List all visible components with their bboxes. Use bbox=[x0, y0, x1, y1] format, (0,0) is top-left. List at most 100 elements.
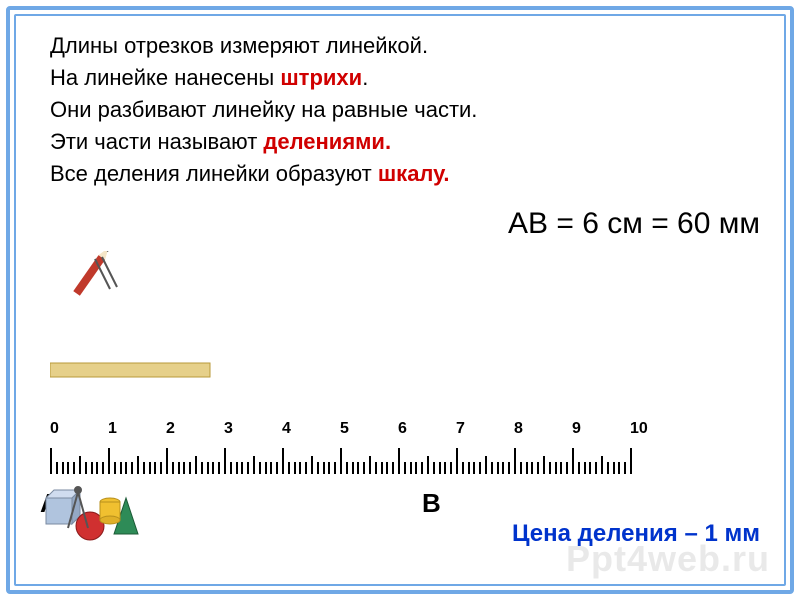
equation-text: АВ = 6 см = 60 мм bbox=[50, 207, 760, 241]
tick-minor bbox=[288, 462, 290, 474]
ruler-numbers: 012345678910 bbox=[50, 420, 750, 438]
tick-minor bbox=[375, 462, 377, 474]
tick-minor bbox=[363, 462, 365, 474]
tick-minor bbox=[62, 462, 64, 474]
ruler-number: 0 bbox=[50, 420, 108, 438]
tick-minor bbox=[125, 462, 127, 474]
tick-minor bbox=[218, 462, 220, 474]
tick-minor bbox=[334, 462, 336, 474]
tick-minor bbox=[386, 462, 388, 474]
ruler-number: 9 bbox=[572, 420, 630, 438]
tick-minor bbox=[160, 462, 162, 474]
tick-minor bbox=[317, 462, 319, 474]
text-line1: Длины отрезков измеряют линейкой. bbox=[50, 33, 428, 58]
tick-minor bbox=[491, 462, 493, 474]
text-line3: Они разбивают линейку на равные части. bbox=[50, 97, 477, 122]
ruler-number: 10 bbox=[630, 420, 688, 438]
tick-minor bbox=[172, 462, 174, 474]
tick-minor bbox=[102, 462, 104, 474]
tick-minor bbox=[560, 462, 562, 474]
tick-minor bbox=[589, 462, 591, 474]
ruler-number: 8 bbox=[514, 420, 572, 438]
tick-minor bbox=[114, 462, 116, 474]
tick-minor bbox=[508, 462, 510, 474]
tick-minor bbox=[323, 462, 325, 474]
tick-mid bbox=[427, 456, 429, 474]
tick-minor bbox=[241, 462, 243, 474]
text-highlight-strokes: штрихи bbox=[280, 65, 362, 90]
tick-minor bbox=[584, 462, 586, 474]
tick-minor bbox=[439, 462, 441, 474]
decorative-shapes bbox=[40, 478, 150, 548]
tick-minor bbox=[613, 462, 615, 474]
tick-mid bbox=[79, 456, 81, 474]
tick-mid bbox=[195, 456, 197, 474]
tick-minor bbox=[352, 462, 354, 474]
tick-mid bbox=[601, 456, 603, 474]
tick-minor bbox=[265, 462, 267, 474]
tick-minor bbox=[270, 462, 272, 474]
ruler-number: 5 bbox=[340, 420, 398, 438]
tick-minor bbox=[468, 462, 470, 474]
tick-minor bbox=[404, 462, 406, 474]
tick-minor bbox=[526, 462, 528, 474]
tick-minor bbox=[450, 462, 452, 474]
tick-minor bbox=[96, 462, 98, 474]
text-line2c: . bbox=[362, 65, 368, 90]
tick-minor bbox=[392, 462, 394, 474]
tick-major bbox=[456, 448, 458, 474]
tick-minor bbox=[230, 462, 232, 474]
tick-minor bbox=[85, 462, 87, 474]
tick-major bbox=[282, 448, 284, 474]
text-line2a: На линейке нанесены bbox=[50, 65, 280, 90]
text-line5a: Все деления линейки образуют bbox=[50, 161, 378, 186]
tick-mid bbox=[369, 456, 371, 474]
tick-minor bbox=[421, 462, 423, 474]
tick-minor bbox=[555, 462, 557, 474]
ruler-number: 7 bbox=[456, 420, 514, 438]
tick-minor bbox=[67, 462, 69, 474]
tick-minor bbox=[537, 462, 539, 474]
label-b: В bbox=[422, 488, 441, 519]
tick-minor bbox=[578, 462, 580, 474]
tick-major bbox=[630, 448, 632, 474]
tick-major bbox=[514, 448, 516, 474]
tick-minor bbox=[91, 462, 93, 474]
tick-major bbox=[166, 448, 168, 474]
tick-minor bbox=[607, 462, 609, 474]
tick-minor bbox=[381, 462, 383, 474]
tick-major bbox=[108, 448, 110, 474]
tick-minor bbox=[502, 462, 504, 474]
tick-minor bbox=[531, 462, 533, 474]
text-highlight-divisions: делениями. bbox=[263, 129, 391, 154]
tick-minor bbox=[207, 462, 209, 474]
tick-major bbox=[572, 448, 574, 474]
tick-minor bbox=[520, 462, 522, 474]
tick-minor bbox=[299, 462, 301, 474]
tick-minor bbox=[410, 462, 412, 474]
tick-minor bbox=[479, 462, 481, 474]
tick-minor bbox=[433, 462, 435, 474]
tick-minor bbox=[305, 462, 307, 474]
tick-minor bbox=[497, 462, 499, 474]
tick-minor bbox=[346, 462, 348, 474]
tick-minor bbox=[357, 462, 359, 474]
paragraph: Длины отрезков измеряют линейкой. На лин… bbox=[50, 30, 770, 189]
tick-major bbox=[224, 448, 226, 474]
tick-minor bbox=[183, 462, 185, 474]
tick-minor bbox=[236, 462, 238, 474]
ruler-number: 4 bbox=[282, 420, 340, 438]
tick-major bbox=[340, 448, 342, 474]
tick-minor bbox=[328, 462, 330, 474]
tick-major bbox=[50, 448, 52, 474]
tick-minor bbox=[549, 462, 551, 474]
tick-minor bbox=[415, 462, 417, 474]
tick-minor bbox=[131, 462, 133, 474]
tick-major bbox=[398, 448, 400, 474]
tick-mid bbox=[485, 456, 487, 474]
tick-minor bbox=[473, 462, 475, 474]
tick-mid bbox=[311, 456, 313, 474]
tick-minor bbox=[154, 462, 156, 474]
tick-minor bbox=[276, 462, 278, 474]
tick-minor bbox=[149, 462, 151, 474]
